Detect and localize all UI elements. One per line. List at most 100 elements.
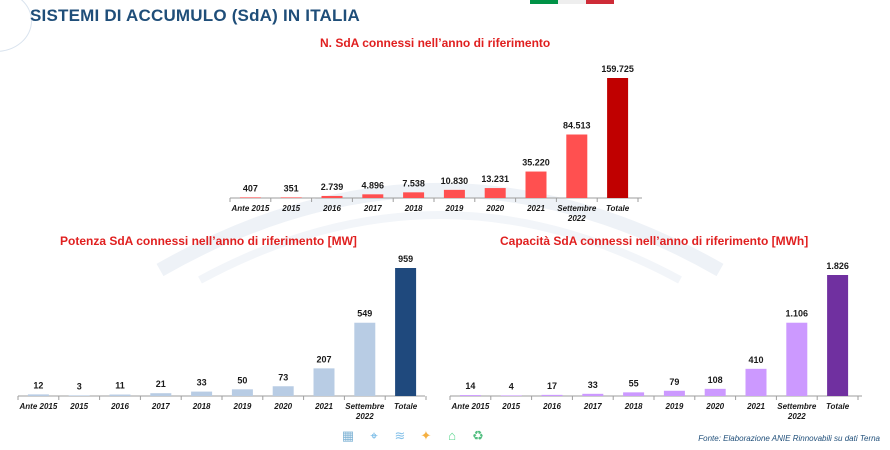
x-tick-label: 2019 xyxy=(233,402,252,411)
data-label: 410 xyxy=(748,355,763,365)
data-label: 4.896 xyxy=(362,180,385,190)
x-tick-label: 2017 xyxy=(583,402,602,411)
bar-1 xyxy=(68,395,90,396)
bar-6 xyxy=(704,388,726,396)
page-title: SISTEMI DI ACCUMULO (SdA) IN ITALIA xyxy=(30,6,360,25)
data-label: 73 xyxy=(278,372,288,382)
data-label: 159.725 xyxy=(601,64,634,74)
data-label: 17 xyxy=(547,381,557,391)
x-tick-label: Totale xyxy=(826,402,850,411)
data-label: 1.826 xyxy=(826,261,849,271)
x-tick-label: 2020 xyxy=(705,402,724,411)
x-tick-label: 2022 xyxy=(787,412,806,421)
bar-2 xyxy=(109,394,131,396)
chart-title-capacity: Capacità SdA connessi nell’anno di rifer… xyxy=(500,234,809,248)
bar-8 xyxy=(786,322,808,396)
bar-3 xyxy=(582,393,604,396)
bar-8 xyxy=(354,322,376,396)
bar-6 xyxy=(272,386,294,396)
x-tick-label: 2020 xyxy=(485,204,504,213)
bar-5 xyxy=(231,389,253,396)
chart-title-power: Potenza SdA connessi nell’anno di riferi… xyxy=(60,234,357,248)
data-label: 108 xyxy=(708,375,723,385)
flag-stripe xyxy=(530,0,614,4)
bar-8 xyxy=(566,134,588,198)
x-tick-label: 2017 xyxy=(363,204,382,213)
recycle-icon: ♻ xyxy=(472,428,484,443)
data-label: 33 xyxy=(197,378,207,388)
data-label: 1.106 xyxy=(786,309,809,319)
pylon-icon: ⌖ xyxy=(370,428,378,443)
data-label: 959 xyxy=(398,254,413,264)
bar-0 xyxy=(459,395,481,396)
chart-capacity: 14 Ante 2015 4 2015 17 2016 33 2017 55 2018 79 2019… xyxy=(449,261,862,421)
bar-4 xyxy=(191,391,213,396)
data-label: 549 xyxy=(357,309,372,319)
x-tick-label: 2016 xyxy=(110,402,129,411)
chart-title-count: N. SdA connessi nell’anno di riferimento xyxy=(320,36,551,50)
bar-5 xyxy=(443,189,465,198)
data-label: 12 xyxy=(33,380,43,390)
data-label: 55 xyxy=(629,378,639,388)
bar-4 xyxy=(403,192,425,198)
x-tick-label: Ante 2015 xyxy=(231,204,270,213)
bar-7 xyxy=(313,368,335,396)
data-label: 21 xyxy=(156,379,166,389)
data-label: 11 xyxy=(115,381,125,391)
data-label: 33 xyxy=(588,380,598,390)
x-tick-label: 2022 xyxy=(355,412,374,421)
data-label: 79 xyxy=(669,377,679,387)
bar-9 xyxy=(607,78,629,198)
x-tick-label: 2015 xyxy=(69,402,88,411)
x-tick-label: Ante 2015 xyxy=(451,402,490,411)
data-label: 407 xyxy=(243,183,258,193)
bar-9 xyxy=(395,268,417,396)
flag-red xyxy=(586,0,614,4)
bar-7 xyxy=(745,368,767,396)
data-label: 84.513 xyxy=(563,121,591,131)
x-tick-label: 2018 xyxy=(624,402,643,411)
bar-6 xyxy=(484,188,506,198)
bar-2 xyxy=(321,195,343,198)
footer-icons: ▦ ⌖ ≋ ✦ ⌂ ♻ xyxy=(340,428,486,444)
bar-0 xyxy=(27,394,49,396)
x-tick-label: 2015 xyxy=(281,204,300,213)
bar-4 xyxy=(623,392,645,396)
x-tick-label: 2015 xyxy=(501,402,520,411)
source-note: Fonte: Elaborazione ANIE Rinnovabili su … xyxy=(698,434,880,443)
bar-9 xyxy=(827,275,849,396)
bar-1 xyxy=(500,395,522,396)
x-tick-label: 2021 xyxy=(314,402,333,411)
x-tick-label: 2020 xyxy=(273,402,292,411)
x-tick-label: Settembre xyxy=(345,402,385,411)
data-label: 10.830 xyxy=(441,176,469,186)
x-tick-label: 2018 xyxy=(192,402,211,411)
chart-power: 12 Ante 2015 3 2015 11 2016 21 2017 33 2018 50 2019… xyxy=(17,254,427,421)
bar-7 xyxy=(525,171,547,198)
data-label: 207 xyxy=(316,354,331,364)
bird-icon: ✦ xyxy=(420,428,432,443)
bar-5 xyxy=(663,390,685,396)
x-tick-label: Settembre xyxy=(557,204,597,213)
data-label: 2.739 xyxy=(321,182,344,192)
data-label: 50 xyxy=(237,375,247,385)
x-tick-label: Settembre xyxy=(777,402,817,411)
x-tick-label: 2021 xyxy=(526,204,545,213)
x-tick-label: 2019 xyxy=(665,402,684,411)
bar-3 xyxy=(150,393,172,396)
x-tick-label: 2021 xyxy=(746,402,765,411)
x-tick-label: 2017 xyxy=(151,402,170,411)
bar-2 xyxy=(541,394,563,396)
bar-3 xyxy=(362,194,384,198)
data-label: 14 xyxy=(465,381,475,391)
data-label: 3 xyxy=(77,381,82,391)
x-tick-label: 2016 xyxy=(322,204,341,213)
x-tick-label: 2019 xyxy=(445,204,464,213)
data-label: 35.220 xyxy=(522,158,550,168)
data-label: 4 xyxy=(509,381,514,391)
bar-0 xyxy=(239,197,261,198)
x-tick-label: 2016 xyxy=(542,402,561,411)
house-icon: ⌂ xyxy=(448,428,456,443)
flag-white xyxy=(558,0,586,4)
